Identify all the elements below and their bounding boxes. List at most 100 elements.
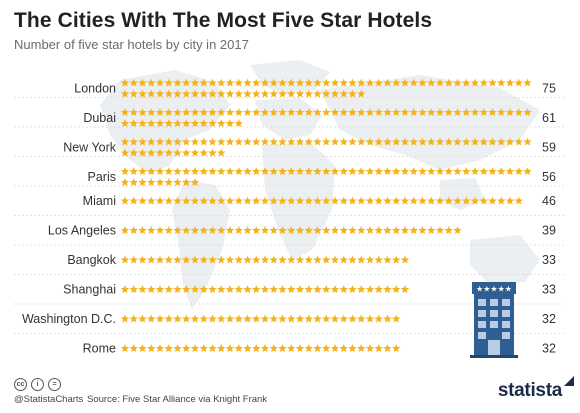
star-mark — [374, 314, 383, 323]
star-mark — [357, 226, 366, 235]
star-mark — [287, 137, 296, 146]
star-mark — [147, 137, 156, 146]
star-mark — [339, 226, 348, 235]
star-mark — [488, 78, 497, 87]
star-mark — [208, 137, 217, 146]
data-label: 39 — [542, 224, 556, 238]
star-mark — [225, 255, 235, 264]
statista-logo[interactable]: statista — [497, 380, 562, 401]
star-mark — [295, 344, 305, 353]
star-mark — [339, 285, 348, 294]
star-mark — [243, 344, 252, 353]
star-mark — [330, 167, 340, 176]
star-mark — [278, 344, 287, 353]
star-mark — [234, 255, 243, 264]
star-mark — [409, 137, 418, 146]
star-mark — [304, 344, 313, 353]
star-mark — [260, 196, 270, 205]
star-mark — [287, 344, 296, 353]
star-mark — [199, 344, 208, 353]
star-mark — [287, 196, 296, 205]
star-mark — [383, 344, 392, 353]
star-mark — [348, 167, 357, 176]
star-mark — [173, 137, 182, 146]
star-mark — [453, 196, 462, 205]
star-mark — [287, 255, 296, 264]
star-mark — [120, 89, 130, 98]
star-mark — [155, 78, 165, 87]
star-mark — [365, 137, 375, 146]
star-mark — [173, 344, 182, 353]
star-mark — [260, 78, 270, 87]
star-mark — [260, 285, 270, 294]
star-mark — [444, 167, 453, 176]
star-mark — [409, 196, 418, 205]
star-mark — [120, 196, 130, 205]
category-label: New York — [63, 141, 117, 155]
star-mark — [374, 167, 383, 176]
star-mark — [147, 344, 156, 353]
star-mark — [129, 137, 138, 146]
star-mark — [304, 137, 313, 146]
star-mark — [304, 285, 313, 294]
star-mark — [155, 314, 165, 323]
star-mark — [330, 255, 340, 264]
data-label: 59 — [542, 141, 556, 155]
star-mark — [383, 167, 392, 176]
star-mark — [313, 285, 322, 294]
star-mark — [400, 285, 410, 294]
star-mark — [252, 196, 261, 205]
star-mark — [120, 285, 130, 294]
star-mark — [225, 196, 235, 205]
star-mark — [365, 108, 375, 117]
star-mark — [313, 344, 322, 353]
statista-logo-mark — [564, 376, 574, 386]
star-mark — [190, 119, 200, 128]
star-mark — [523, 137, 532, 146]
data-label: 33 — [542, 253, 556, 267]
data-label: 33 — [542, 283, 556, 297]
star-mark — [313, 226, 322, 235]
star-mark — [400, 196, 410, 205]
star-mark — [383, 226, 392, 235]
star-mark — [120, 178, 130, 187]
star-mark — [339, 167, 348, 176]
star-mark — [269, 167, 278, 176]
star-mark — [269, 137, 278, 146]
star-mark — [225, 314, 235, 323]
star-mark — [505, 167, 515, 176]
star-mark — [278, 314, 287, 323]
star-mark — [199, 314, 208, 323]
bar-row: London 75 — [74, 78, 556, 98]
star-mark — [190, 285, 200, 294]
star-mark — [208, 148, 217, 157]
star-mark — [470, 137, 480, 146]
star-mark — [147, 226, 156, 235]
star-mark — [295, 196, 305, 205]
star-mark — [138, 196, 147, 205]
star-mark — [155, 196, 165, 205]
star-mark — [164, 226, 173, 235]
star-mark — [199, 196, 208, 205]
star-mark — [505, 108, 515, 117]
bar-row: New York 59 — [14, 126, 566, 157]
star-mark — [208, 196, 217, 205]
star-mark — [444, 137, 453, 146]
star-mark — [155, 89, 165, 98]
star-mark — [208, 167, 217, 176]
star-mark — [138, 178, 147, 187]
star-mark — [427, 167, 436, 176]
star-mark — [173, 108, 182, 117]
star-mark — [295, 314, 305, 323]
star-mark — [514, 78, 523, 87]
star-mark — [138, 78, 147, 87]
star-mark — [243, 285, 252, 294]
star-mark — [322, 285, 331, 294]
star-mark — [190, 314, 200, 323]
star-mark — [129, 226, 138, 235]
star-mark — [138, 148, 147, 157]
star-mark — [120, 137, 130, 146]
license-icons: cc i = — [14, 378, 61, 391]
star-mark — [129, 255, 138, 264]
star-mark — [383, 285, 392, 294]
